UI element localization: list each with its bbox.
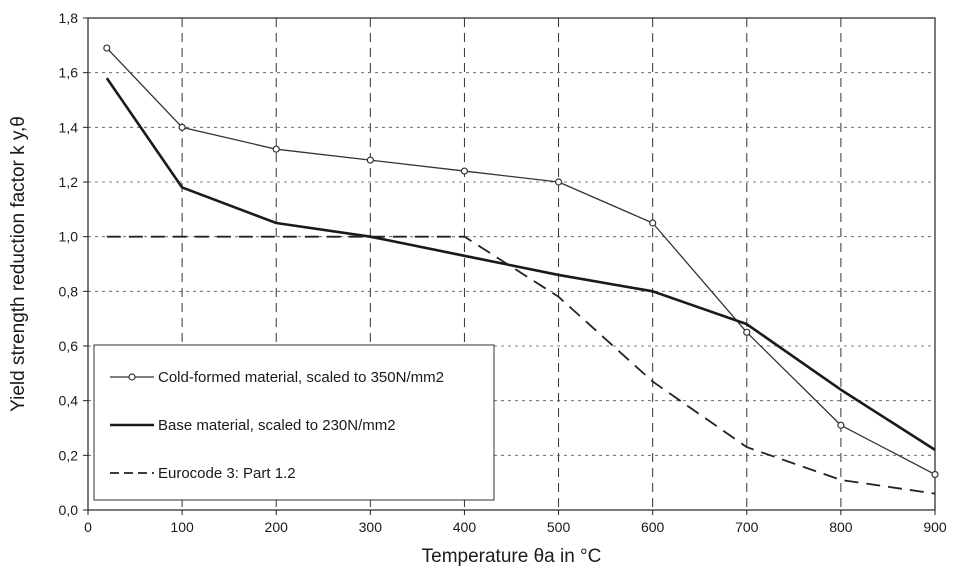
data-point xyxy=(931,470,939,479)
legend-box xyxy=(93,344,495,501)
series-2 xyxy=(105,77,936,451)
legend: Cold-formed material, scaled to 350N/mm2… xyxy=(93,344,495,501)
x-axis-title: Temperature θa in °C xyxy=(422,546,602,567)
x-tick-label: 100 xyxy=(170,519,194,535)
legend-label: Eurocode 3: Part 1.2 xyxy=(158,465,296,482)
data-point xyxy=(272,145,280,153)
y-axis-title: Yield strength reduction factor k y,θ xyxy=(8,116,29,412)
data-point xyxy=(103,44,111,52)
series-line xyxy=(106,235,936,495)
y-tick-label: 1,2 xyxy=(59,174,79,190)
data-point xyxy=(366,156,374,164)
data-point xyxy=(743,328,751,336)
x-tick-label: 400 xyxy=(453,519,477,535)
series-layer xyxy=(103,44,939,495)
legend-marker xyxy=(128,373,136,381)
y-tick-label: 0,0 xyxy=(59,502,79,518)
data-point xyxy=(649,219,657,227)
data-point xyxy=(837,421,845,429)
x-tick-label: 900 xyxy=(923,519,947,535)
series-3 xyxy=(106,235,936,495)
y-tick-label: 0,4 xyxy=(59,393,79,409)
x-tick-label: 300 xyxy=(359,519,383,535)
y-tick-label: 0,6 xyxy=(59,338,79,354)
y-tick-label: 1,8 xyxy=(59,10,79,26)
data-point xyxy=(554,178,563,186)
y-tick-label: 1,0 xyxy=(59,229,79,245)
x-tick-label: 0 xyxy=(84,519,92,535)
y-tick-label: 0,8 xyxy=(59,283,79,299)
x-tick-label: 500 xyxy=(547,519,571,535)
y-tick-label: 1,6 xyxy=(59,65,79,81)
series-line xyxy=(105,77,936,451)
x-tick-label: 700 xyxy=(735,519,759,535)
x-tick-label: 600 xyxy=(641,519,665,535)
plot-area xyxy=(87,17,936,511)
data-point xyxy=(178,123,186,131)
axis-ticks: 0 100 200 300 400 500 600 700 800 900 0,0 0,2 0,4 0,6… xyxy=(59,10,947,535)
y-tick-label: 1,4 xyxy=(59,119,79,135)
legend-label: Cold-formed material, scaled to 350N/mm2 xyxy=(158,369,444,386)
data-point xyxy=(460,167,469,175)
series-1 xyxy=(103,44,939,479)
x-tick-label: 800 xyxy=(829,519,853,535)
x-tick-label: 200 xyxy=(265,519,289,535)
y-tick-label: 0,2 xyxy=(59,447,79,463)
legend-label: Base material, scaled to 230N/mm2 xyxy=(158,417,396,434)
series-line xyxy=(106,47,936,476)
